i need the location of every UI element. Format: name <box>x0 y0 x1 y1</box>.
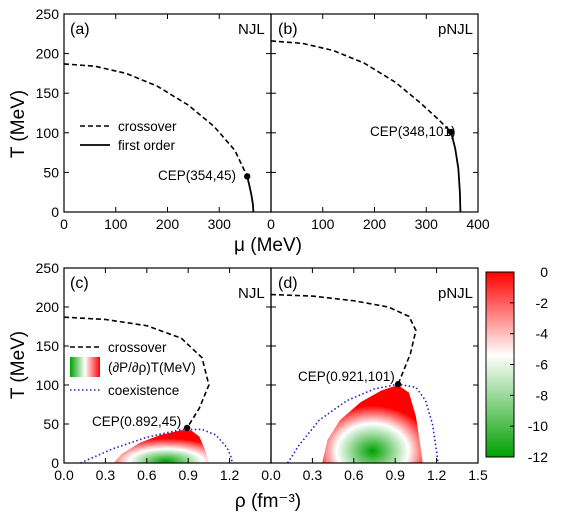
crossover-line <box>63 316 210 429</box>
y-tick-label: 150 <box>36 338 60 354</box>
panel-b: CEP(348,101) 0 100 200 300 400 (b) pNJL <box>267 13 490 232</box>
y-axis-label-bottom: T (MeV) <box>8 331 29 399</box>
first-order-line <box>246 176 255 213</box>
cep-point <box>447 128 455 136</box>
panel-tag: (b) <box>278 21 298 38</box>
x-tick-label: 300 <box>208 216 232 232</box>
colorbar: 0 -2 -4 -6 -8 -10 -12 <box>485 264 549 465</box>
crossover-line <box>270 40 452 133</box>
x-tick-label: 0.0 <box>261 467 281 483</box>
crossover-line <box>270 293 417 385</box>
y-tick-label: 250 <box>36 260 60 276</box>
legend-crossover-label: crossover <box>118 119 177 134</box>
x-axis-label-top: μ (MeV) <box>234 235 302 256</box>
cep-label: CEP(354,45) <box>158 168 236 183</box>
y-tick-label: 200 <box>36 299 60 315</box>
colorbar-tick-label: -2 <box>536 295 549 311</box>
colorbar-tick-label: -10 <box>528 418 548 434</box>
y-tick-label: 0 <box>51 204 59 220</box>
cep-point <box>243 173 251 180</box>
plot-frame <box>270 267 479 464</box>
panel-tag: (a) <box>70 21 90 38</box>
colorbar-tick-label: -8 <box>536 387 549 403</box>
y-tick-label: 100 <box>36 377 60 393</box>
x-tick-label: 300 <box>415 216 439 232</box>
x-tick-label: 0.9 <box>385 467 405 483</box>
cep-point <box>183 424 191 432</box>
x-tick-label: 0 <box>267 216 275 232</box>
instability-region <box>322 385 423 463</box>
model-label: NJL <box>238 285 265 302</box>
legend-c: crossover (∂P/∂ρ)T(MeV) coexistence <box>70 340 196 398</box>
cep-label: CEP(0.921,101) <box>298 369 395 384</box>
y-tick-label: 250 <box>36 6 60 22</box>
legend-region-label: (∂P/∂ρ)T(MeV) <box>108 360 196 375</box>
y-tick-label: 150 <box>36 85 60 101</box>
y-tick-label: 100 <box>36 125 60 141</box>
model-label: pNJL <box>438 21 473 38</box>
x-tick-label: 0.0 <box>54 467 74 483</box>
y-tick-label: 50 <box>43 416 59 432</box>
legend-region-swatch <box>70 357 100 377</box>
x-tick-label: 1.5 <box>468 467 488 483</box>
x-tick-label: 1.2 <box>427 467 447 483</box>
x-tick-label: 100 <box>311 216 335 232</box>
model-label: NJL <box>238 21 265 38</box>
x-tick-label: 1.2 <box>220 467 240 483</box>
legend-coexistence-label: coexistence <box>108 383 179 398</box>
panel-c: CEP(0.892,45) 0 50 100 150 200 250 0.0 0.3 0.6 0.9… <box>36 260 272 483</box>
legend-crossover-label-c: crossover <box>108 340 167 355</box>
x-tick-label: 0.3 <box>96 467 116 483</box>
y-tick-label: 200 <box>36 46 60 62</box>
colorbar-tick-label: 0 <box>540 264 548 280</box>
x-tick-label: 0.6 <box>344 467 364 483</box>
panel-tag: (d) <box>278 275 298 292</box>
cep-point <box>394 381 402 388</box>
panel-a: CEP(354,45) 0 50 100 150 200 250 0 100 200 300 (a) N… <box>36 6 272 232</box>
colorbar-gradient <box>485 271 515 458</box>
x-tick-label: 0.9 <box>178 467 198 483</box>
x-tick-label: 0 <box>60 216 68 232</box>
x-tick-label: 400 <box>466 216 490 232</box>
model-label: pNJL <box>438 285 473 302</box>
x-tick-label: 100 <box>104 216 128 232</box>
colorbar-tick-label: -6 <box>536 357 549 373</box>
plot-frame <box>270 13 479 213</box>
x-tick-label: 200 <box>156 216 180 232</box>
y-axis-label-top: T (MeV) <box>8 90 29 158</box>
colorbar-tick-label: -4 <box>536 326 549 342</box>
first-order-line <box>450 131 462 213</box>
cep-label: CEP(348,101) <box>370 124 456 139</box>
colorbar-tick-label: -12 <box>528 449 548 465</box>
legend-a: crossover first order <box>80 119 177 153</box>
panel-tag: (c) <box>70 275 89 292</box>
crossover-line <box>63 63 248 177</box>
y-tick-label: 50 <box>43 164 59 180</box>
x-tick-label: 0.3 <box>303 467 323 483</box>
x-tick-label: 0.6 <box>137 467 157 483</box>
x-tick-label: 200 <box>363 216 387 232</box>
instability-region <box>113 430 209 463</box>
x-axis-label-bottom: ρ (fm⁻³) <box>235 491 301 512</box>
y-tick-label: 0 <box>51 455 59 471</box>
panel-d: CEP(0.921,101) 0.0 0.3 0.6 0.9 1.2 1.5 (d) pNJL <box>261 267 488 483</box>
cep-label: CEP(0.892,45) <box>92 414 181 429</box>
legend-first-order-label: first order <box>118 138 176 153</box>
